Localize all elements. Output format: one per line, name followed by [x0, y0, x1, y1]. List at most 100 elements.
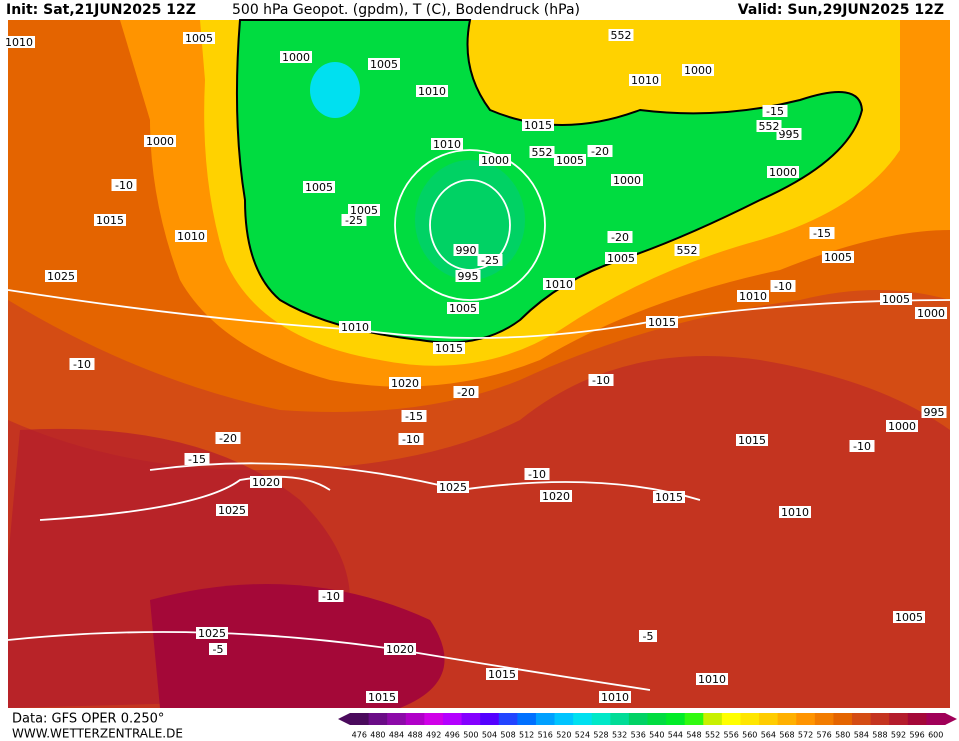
label-box: [736, 434, 768, 446]
label-box: [184, 453, 210, 465]
colorbar-cell: [498, 713, 518, 725]
colorbar-cell: [424, 713, 444, 725]
isobar-label: 990: [456, 244, 477, 257]
isobar-label: -25: [345, 214, 363, 227]
isobar-label: -10: [528, 468, 546, 481]
label-box: [880, 293, 912, 305]
label-box: [886, 420, 918, 432]
colorbar-cell: [591, 713, 611, 725]
label-box: [216, 504, 248, 516]
label-box: [629, 74, 661, 86]
colorbar-label: 476: [352, 731, 367, 740]
label-box: [398, 433, 424, 445]
label-box: [611, 174, 643, 186]
isobar: [7, 631, 651, 691]
label-box: [756, 120, 782, 132]
colorbar-cell: [852, 713, 872, 725]
label-box: [209, 643, 227, 655]
colorbar-cell: [703, 713, 723, 725]
colorbar-label: 600: [928, 731, 943, 740]
label-box: [477, 254, 503, 266]
colorbar-cell: [535, 713, 556, 725]
label-box: [368, 58, 400, 70]
label-box: [921, 406, 947, 418]
label-box: [111, 179, 137, 191]
isobar-label: -20: [591, 145, 609, 158]
colorbar-cell: [368, 713, 388, 725]
data-source: Data: GFS OPER 0.250°: [12, 712, 164, 727]
label-box: [737, 290, 769, 302]
colorbar-cell: [610, 713, 630, 725]
isobar-label: 1015: [648, 316, 676, 329]
label-box: [250, 476, 282, 488]
colorbar-label: 596: [909, 731, 924, 740]
colorbar-label: 528: [593, 731, 608, 740]
isobar-label: 1005: [824, 251, 852, 264]
label-box: [366, 691, 398, 703]
colorbar-label: 544: [668, 731, 683, 740]
isobar-label: 1010: [698, 673, 726, 686]
colorbar-cell: [740, 713, 760, 725]
colorbar-cell: [889, 713, 909, 725]
isobar-label: 1005: [449, 302, 477, 315]
isobar-label: 1005: [185, 32, 213, 45]
isobar-label: 1005: [305, 181, 333, 194]
colorbar-cell: [777, 713, 797, 725]
colorbar-label: 548: [686, 731, 701, 740]
isobar-label: -20: [219, 432, 237, 445]
label-box: [389, 377, 421, 389]
isobar-label: 1025: [47, 270, 75, 283]
valid-time: Valid: Sun,29JUN2025 12Z: [738, 2, 944, 18]
colorbar-cell: [926, 713, 946, 725]
isobar-label: 1010: [601, 691, 629, 704]
isobar: [7, 289, 951, 339]
colorbar-label: 560: [742, 731, 757, 740]
isobar-label: 1010: [631, 74, 659, 87]
isobar-label: -10: [115, 179, 133, 192]
isobar-label: 1010: [545, 278, 573, 291]
colorbar-label: 576: [817, 731, 832, 740]
isobar-label: 995: [779, 128, 800, 141]
colorbar-cell: [350, 713, 370, 725]
isobar-label: -10: [774, 280, 792, 293]
isobar-label: -10: [73, 358, 91, 371]
colorbar-label: 572: [798, 731, 813, 740]
label-box: [529, 146, 555, 158]
field-green: [235, 19, 864, 344]
isobar-label: 1025: [439, 481, 467, 494]
colorbar-label: 512: [519, 731, 534, 740]
init-time: Init: Sat,21JUN2025 12Z: [6, 2, 196, 18]
label-box: [447, 302, 479, 314]
isobar-label: 995: [458, 270, 479, 283]
isobar-label: 995: [924, 406, 945, 419]
isobar-label: 1015: [368, 691, 396, 704]
colorbar-cell: [666, 713, 686, 725]
label-box: [696, 673, 728, 685]
isobar-label: 1015: [435, 342, 463, 355]
label-box: [893, 611, 925, 623]
colorbar-label: 524: [575, 731, 590, 740]
label-box: [215, 432, 241, 444]
isobar-label: 1000: [146, 135, 174, 148]
label-box: [822, 251, 854, 263]
isobar-label: 1005: [895, 611, 923, 624]
label-box: [849, 440, 875, 452]
label-box: [639, 630, 657, 642]
map-title: 500 hPa Geopot. (gpdm), T (C), Bodendruc…: [232, 2, 580, 18]
colorbar-cell: [647, 713, 667, 725]
colorbar-cell: [461, 713, 481, 725]
isobar-label: 552: [611, 29, 632, 42]
isobar-label: 1010: [781, 506, 809, 519]
map-field: [7, 19, 951, 708]
label-box: [318, 590, 344, 602]
colorbar-label: 516: [538, 731, 553, 740]
isobar-label: 1005: [350, 204, 378, 217]
label-box: [183, 32, 215, 44]
isobar-label: 1010: [418, 85, 446, 98]
isobar-label: -10: [402, 433, 420, 446]
label-box: [416, 85, 448, 97]
isobar-label: 1010: [433, 138, 461, 151]
colorbar-cell: [517, 713, 537, 725]
isobar-label: 1010: [341, 321, 369, 334]
